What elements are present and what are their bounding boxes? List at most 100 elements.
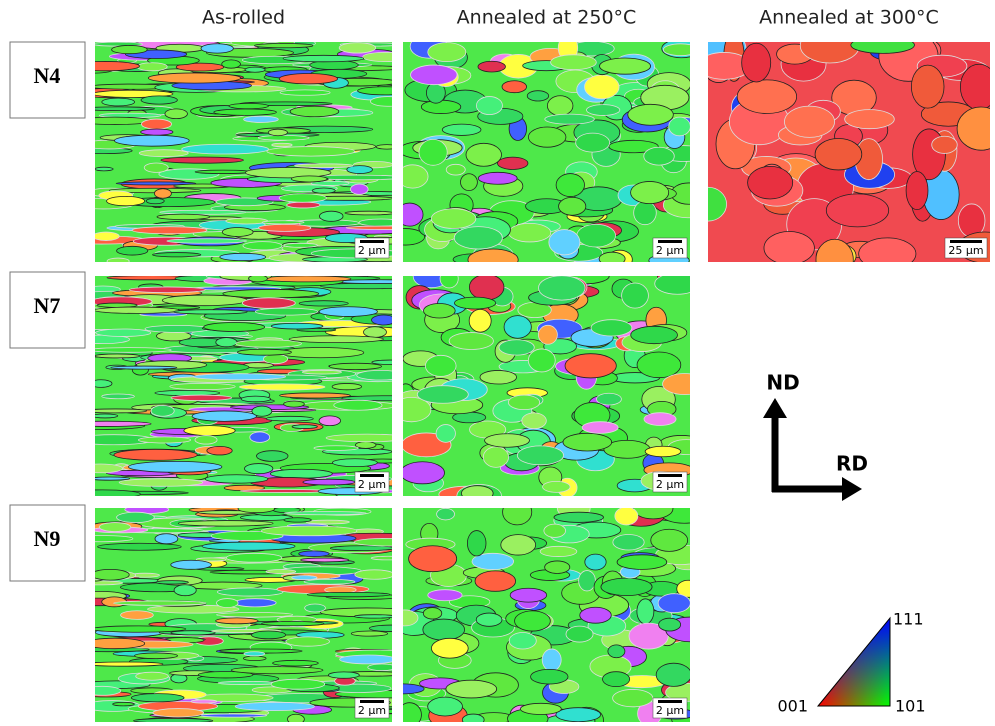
grain xyxy=(292,425,317,429)
grain xyxy=(85,662,163,666)
grain xyxy=(644,147,675,165)
grain xyxy=(191,700,217,703)
grain xyxy=(461,486,493,501)
grain xyxy=(509,633,536,649)
grain xyxy=(132,227,207,234)
grain xyxy=(517,446,563,465)
grain xyxy=(258,224,310,231)
grain xyxy=(218,681,276,684)
grain xyxy=(580,607,612,623)
grain xyxy=(436,425,455,443)
grain xyxy=(114,135,189,146)
grain xyxy=(146,198,164,203)
grain xyxy=(312,188,335,193)
grain xyxy=(92,626,186,632)
grain xyxy=(528,349,555,372)
grain xyxy=(195,436,217,445)
grain xyxy=(542,649,561,671)
grain xyxy=(251,631,285,639)
grain xyxy=(332,459,377,467)
grain xyxy=(289,336,383,343)
grain xyxy=(280,393,351,398)
grain xyxy=(193,374,285,380)
grain xyxy=(107,258,129,264)
grain xyxy=(357,370,404,380)
grain xyxy=(478,172,517,184)
grain xyxy=(263,354,287,363)
grain xyxy=(637,352,681,378)
grain xyxy=(112,45,148,53)
grain xyxy=(345,211,394,215)
grain xyxy=(522,413,547,429)
grain xyxy=(476,97,502,115)
grain xyxy=(520,703,561,714)
grain xyxy=(121,611,154,620)
grain xyxy=(174,310,247,314)
grain xyxy=(114,449,197,460)
grain xyxy=(742,43,771,82)
grain xyxy=(556,708,601,722)
grain xyxy=(599,58,650,74)
grain xyxy=(370,97,404,107)
nd-label: ND xyxy=(766,371,799,395)
grain xyxy=(332,383,361,389)
grain xyxy=(134,719,213,723)
grain xyxy=(234,599,276,607)
grain xyxy=(586,105,619,116)
ipf-corner: 101 xyxy=(895,697,926,716)
grain xyxy=(566,626,593,642)
scale-bar-label: 2 µm xyxy=(656,244,684,257)
grain xyxy=(658,594,690,613)
grain xyxy=(154,189,171,198)
grain xyxy=(539,276,586,300)
grain xyxy=(236,340,302,347)
grain xyxy=(503,499,532,525)
grain xyxy=(65,490,141,498)
grain xyxy=(284,518,312,522)
grain xyxy=(784,106,834,137)
grain xyxy=(615,507,638,525)
grain xyxy=(171,560,212,569)
grain xyxy=(285,512,367,515)
grain xyxy=(161,157,243,163)
nd-arrow-head xyxy=(763,398,787,418)
grain xyxy=(223,289,319,297)
grain xyxy=(255,44,313,48)
grain xyxy=(563,433,612,451)
scale-bar xyxy=(360,474,384,477)
grain xyxy=(85,638,145,648)
grain xyxy=(645,446,681,456)
grain xyxy=(199,714,267,717)
grain xyxy=(243,656,266,661)
grain xyxy=(252,406,272,416)
grain xyxy=(462,714,484,726)
grain xyxy=(328,672,359,678)
scale-bar-label: 2 µm xyxy=(656,478,684,491)
grain xyxy=(372,360,407,364)
grain xyxy=(467,531,486,556)
grain xyxy=(417,386,468,404)
scale-bar xyxy=(360,700,384,703)
grain xyxy=(307,592,390,596)
grain xyxy=(613,534,644,550)
grain xyxy=(83,686,120,695)
grain xyxy=(613,689,653,706)
grain xyxy=(425,355,456,376)
scale-bar xyxy=(950,240,982,243)
grain xyxy=(62,421,151,426)
grain xyxy=(478,61,505,72)
scale-bar-label: 25 µm xyxy=(948,244,983,257)
grain xyxy=(454,227,502,249)
grain xyxy=(295,164,353,168)
grain xyxy=(144,163,168,172)
grain xyxy=(79,464,123,473)
grain xyxy=(551,55,597,70)
grain xyxy=(107,196,145,205)
grain xyxy=(816,239,853,280)
grain xyxy=(271,679,325,689)
grain xyxy=(330,546,395,551)
grain xyxy=(659,618,681,631)
grain xyxy=(303,479,355,485)
grain xyxy=(217,612,293,617)
grain xyxy=(255,308,317,315)
